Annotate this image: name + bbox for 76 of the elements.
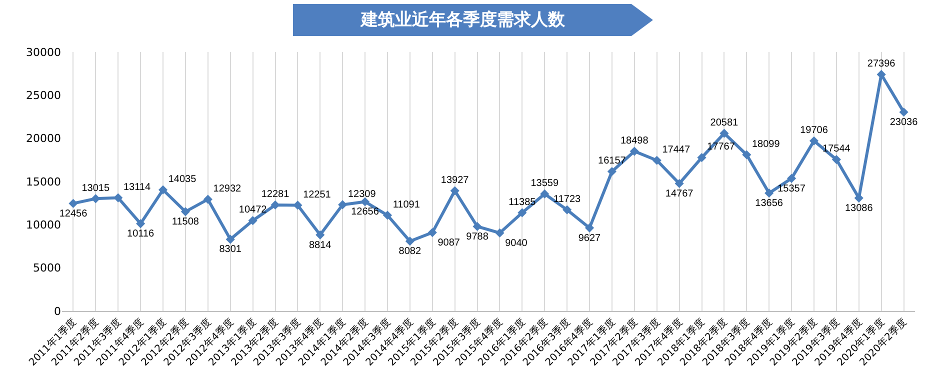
data-label: 9627 bbox=[578, 232, 602, 244]
point bbox=[472, 222, 482, 232]
data-label: 27396 bbox=[867, 58, 896, 70]
point bbox=[742, 150, 752, 160]
y-tick-label: 10000 bbox=[26, 218, 61, 232]
chart-title: 建筑业近年各季度需求人数 bbox=[359, 9, 566, 32]
point bbox=[495, 228, 504, 238]
data-label: 10116 bbox=[127, 228, 155, 240]
point bbox=[158, 185, 168, 194]
point bbox=[562, 205, 572, 214]
data-label: 13656 bbox=[755, 198, 784, 209]
point bbox=[428, 228, 437, 238]
data-label: 10472 bbox=[238, 204, 268, 216]
data-label: 11723 bbox=[554, 194, 582, 205]
point bbox=[607, 166, 617, 176]
point bbox=[652, 156, 662, 165]
point bbox=[382, 210, 392, 220]
data-label: 13086 bbox=[844, 202, 874, 214]
point bbox=[540, 189, 550, 198]
point bbox=[450, 186, 460, 196]
data-label: 8814 bbox=[309, 240, 332, 251]
point bbox=[360, 197, 370, 206]
y-tick-label: 30000 bbox=[26, 46, 61, 59]
point bbox=[180, 207, 190, 216]
point bbox=[114, 193, 123, 202]
data-label: 20581 bbox=[710, 117, 739, 128]
data-label: 12932 bbox=[213, 183, 242, 194]
y-tick-label: 5000 bbox=[33, 262, 61, 275]
data-label: 13927 bbox=[440, 174, 470, 186]
y-tick-label: 20000 bbox=[26, 132, 61, 146]
data-label: 9788 bbox=[466, 231, 489, 242]
point bbox=[697, 153, 706, 162]
point bbox=[405, 236, 414, 246]
data-label: 9087 bbox=[438, 237, 460, 248]
point bbox=[786, 174, 796, 183]
data-label: 23036 bbox=[890, 116, 918, 128]
data-label: 13015 bbox=[82, 182, 110, 194]
point bbox=[226, 234, 235, 244]
data-label: 8082 bbox=[398, 246, 422, 258]
point bbox=[832, 154, 841, 164]
data-label: 14035 bbox=[168, 174, 197, 185]
data-label: 12251 bbox=[303, 189, 332, 200]
data-label: 11508 bbox=[172, 216, 200, 228]
data-label: 8301 bbox=[219, 244, 242, 256]
point bbox=[203, 194, 212, 204]
y-tick-label: 0 bbox=[54, 304, 61, 318]
data-label: 14767 bbox=[665, 188, 694, 200]
data-label: 19706 bbox=[800, 124, 828, 136]
data-label: 12309 bbox=[348, 188, 376, 200]
point bbox=[720, 128, 729, 138]
point bbox=[338, 200, 348, 210]
point bbox=[630, 146, 639, 156]
data-label: 13114 bbox=[123, 182, 151, 193]
data-label: 9040 bbox=[505, 238, 528, 249]
data-label: 17447 bbox=[662, 144, 690, 156]
point bbox=[136, 219, 146, 228]
data-label: 11091 bbox=[392, 199, 420, 210]
data-label: 12456 bbox=[59, 208, 88, 220]
point bbox=[270, 200, 280, 210]
y-tick-label: 15000 bbox=[26, 175, 61, 188]
point bbox=[809, 136, 819, 146]
point bbox=[248, 216, 258, 226]
point bbox=[68, 198, 78, 208]
data-label: 15357 bbox=[778, 183, 806, 194]
point bbox=[899, 108, 908, 117]
point bbox=[674, 178, 684, 188]
data-label: 12281 bbox=[261, 189, 290, 200]
point bbox=[518, 208, 527, 218]
data-label: 12656 bbox=[351, 206, 380, 218]
point bbox=[316, 230, 325, 240]
data-label: 18099 bbox=[752, 138, 780, 150]
point bbox=[584, 223, 594, 232]
data-label: 18498 bbox=[620, 135, 649, 146]
point bbox=[764, 188, 774, 198]
y-tick-label: 25000 bbox=[26, 89, 61, 102]
data-label: 13559 bbox=[530, 178, 559, 190]
